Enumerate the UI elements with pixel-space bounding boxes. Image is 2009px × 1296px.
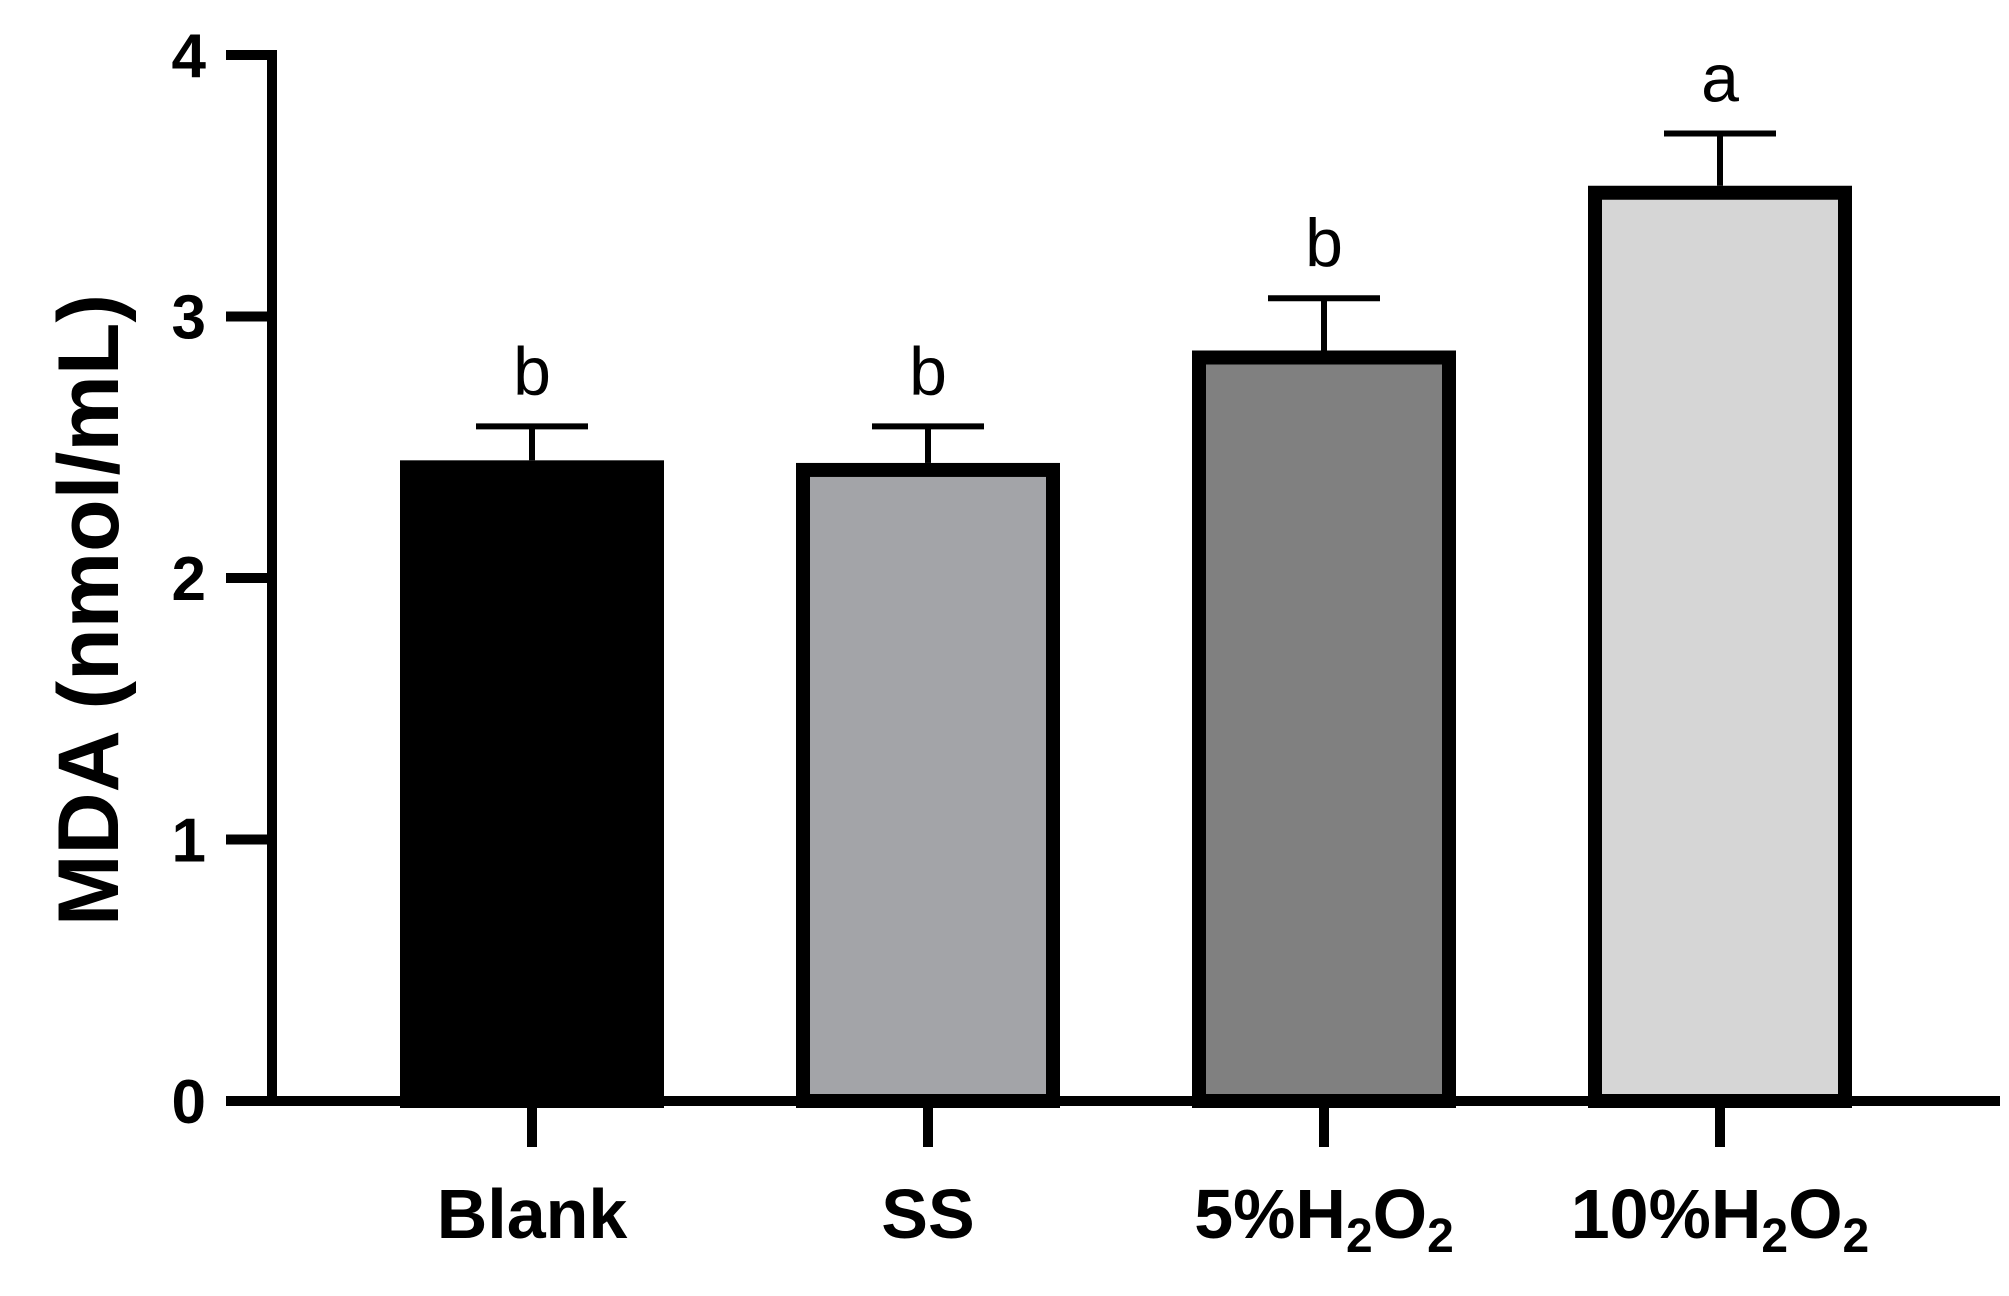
x-tick-label: Blank xyxy=(437,1175,628,1253)
y-tick-label: 2 xyxy=(172,545,206,614)
y-axis-title: MDA (nmol/mL) xyxy=(41,294,137,926)
bar-5-h2o2 xyxy=(1192,350,1456,1108)
y-tick-label: 0 xyxy=(172,1068,206,1137)
significance-label: b xyxy=(1305,205,1343,281)
y-axis-title-group: MDA (nmol/mL) xyxy=(41,294,137,926)
bar-blank xyxy=(400,460,664,1108)
x-tick-label: 5%H2O2 xyxy=(1194,1175,1454,1263)
labels-layer: b Blank b SS b 5%H2O2 a 10%H2O2 0 1 2 3 4 xyxy=(172,22,1870,1263)
x-tick-label: SS xyxy=(881,1175,974,1253)
x-tick-label: 10%H2O2 xyxy=(1571,1175,1870,1263)
error-bars-layer xyxy=(476,130,1776,463)
y-tick-label: 3 xyxy=(172,284,206,353)
significance-label: b xyxy=(909,333,947,409)
bars-layer xyxy=(400,185,1852,1108)
axes-layer xyxy=(226,50,2000,1147)
bar-10-h2o2 xyxy=(1588,185,1852,1108)
significance-label: a xyxy=(1701,40,1739,116)
y-tick-label: 1 xyxy=(172,807,206,876)
y-tick-label: 4 xyxy=(172,22,207,91)
significance-label: b xyxy=(513,333,551,409)
bar-ss xyxy=(796,462,1060,1108)
